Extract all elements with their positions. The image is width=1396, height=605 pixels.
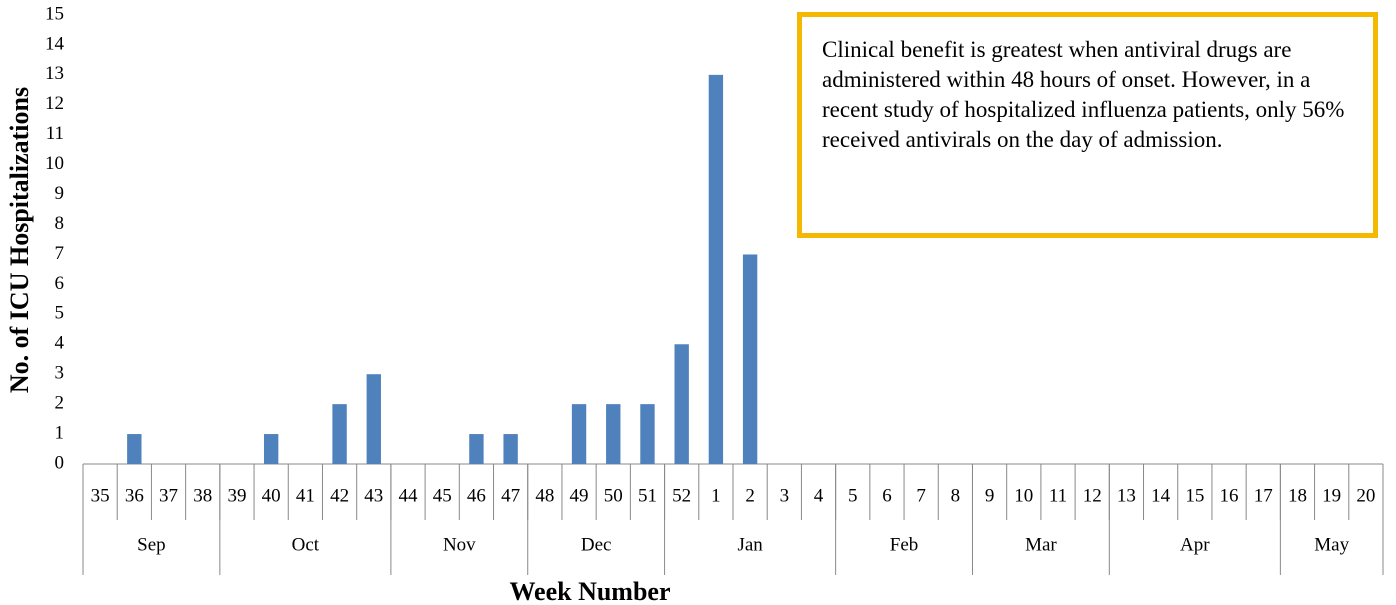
x-tick-label: 13 bbox=[1117, 485, 1136, 506]
x-tick-label: 39 bbox=[227, 485, 246, 506]
y-tick-label: 2 bbox=[55, 392, 65, 413]
x-tick-label: 42 bbox=[330, 485, 349, 506]
x-tick-label: 35 bbox=[91, 485, 110, 506]
month-label: Dec bbox=[581, 534, 612, 555]
x-tick-label: 5 bbox=[848, 485, 858, 506]
x-tick-label: 14 bbox=[1151, 485, 1171, 506]
x-tick-label: 7 bbox=[916, 485, 926, 506]
bar bbox=[640, 404, 655, 464]
bar bbox=[742, 254, 758, 464]
x-tick-label: 40 bbox=[262, 485, 281, 506]
bar bbox=[503, 434, 518, 464]
x-tick-label: 20 bbox=[1356, 485, 1375, 506]
x-tick-label: 3 bbox=[780, 485, 790, 506]
x-tick-label: 1 bbox=[711, 485, 721, 506]
x-tick-label: 16 bbox=[1220, 485, 1239, 506]
x-tick-label: 47 bbox=[501, 485, 520, 506]
y-tick-label: 15 bbox=[45, 3, 64, 24]
y-tick-label: 8 bbox=[55, 213, 65, 234]
x-tick-label: 12 bbox=[1083, 485, 1102, 506]
x-tick-label: 38 bbox=[193, 485, 212, 506]
y-tick-label: 1 bbox=[55, 422, 65, 443]
x-tick-label: 36 bbox=[125, 485, 144, 506]
bar bbox=[469, 434, 484, 464]
y-tick-label: 7 bbox=[55, 243, 65, 264]
x-tick-label: 10 bbox=[1014, 485, 1033, 506]
bar bbox=[263, 434, 279, 464]
month-label: Jan bbox=[737, 534, 763, 555]
bar bbox=[366, 374, 381, 464]
x-tick-label: 48 bbox=[535, 485, 554, 506]
x-tick-label: 6 bbox=[882, 485, 892, 506]
x-tick-label: 19 bbox=[1322, 485, 1341, 506]
y-tick-label: 13 bbox=[45, 63, 64, 84]
y-axis-title: No. of ICU Hospitalizations bbox=[5, 87, 34, 393]
x-tick-label: 43 bbox=[364, 485, 383, 506]
x-tick-label: 4 bbox=[814, 485, 824, 506]
x-tick-label: 37 bbox=[159, 485, 178, 506]
x-tick-label: 18 bbox=[1288, 485, 1307, 506]
y-tick-label: 4 bbox=[55, 333, 65, 354]
month-label: Apr bbox=[1180, 534, 1210, 555]
x-tick-label: 46 bbox=[467, 485, 486, 506]
bar bbox=[332, 404, 347, 464]
month-label: Sep bbox=[137, 534, 166, 555]
x-tick-label: 52 bbox=[672, 485, 691, 506]
bar bbox=[674, 344, 689, 464]
month-label: May bbox=[1314, 534, 1349, 555]
annotation: Clinical benefit is greatest when antivi… bbox=[822, 37, 1345, 152]
x-axis-title: Week Number bbox=[509, 577, 670, 605]
y-tick-label: 11 bbox=[46, 123, 64, 144]
bar bbox=[571, 404, 587, 464]
x-tick-label: 50 bbox=[604, 485, 623, 506]
x-tick-label: 45 bbox=[433, 485, 452, 506]
month-label: Oct bbox=[292, 534, 320, 555]
bar bbox=[127, 434, 142, 464]
x-tick-label: 8 bbox=[951, 485, 961, 506]
month-label: Feb bbox=[890, 534, 919, 555]
x-tick-label: 17 bbox=[1254, 485, 1273, 506]
x-tick-label: 41 bbox=[296, 485, 315, 506]
bar bbox=[708, 74, 724, 464]
month-label: Nov bbox=[443, 534, 476, 555]
y-tick-label: 14 bbox=[45, 33, 65, 54]
y-tick-label: 10 bbox=[45, 153, 64, 174]
annotation-box: Clinical benefit is greatest when antivi… bbox=[797, 12, 1378, 238]
y-tick-label: 6 bbox=[55, 273, 65, 294]
x-tick-label: 9 bbox=[985, 485, 995, 506]
month-label: Mar bbox=[1025, 534, 1057, 555]
x-tick-label: 44 bbox=[399, 485, 419, 506]
x-tick-label: 11 bbox=[1049, 485, 1067, 506]
bar bbox=[606, 404, 621, 464]
y-tick-label: 5 bbox=[55, 303, 65, 324]
y-tick-label: 3 bbox=[55, 363, 65, 384]
x-tick-label: 51 bbox=[638, 485, 657, 506]
y-tick-label: 9 bbox=[55, 183, 65, 204]
x-tick-label: 15 bbox=[1185, 485, 1204, 506]
y-tick-label: 0 bbox=[55, 452, 65, 473]
x-tick-label: 49 bbox=[570, 485, 589, 506]
y-tick-label: 12 bbox=[45, 93, 64, 114]
x-tick-label: 2 bbox=[745, 485, 755, 506]
